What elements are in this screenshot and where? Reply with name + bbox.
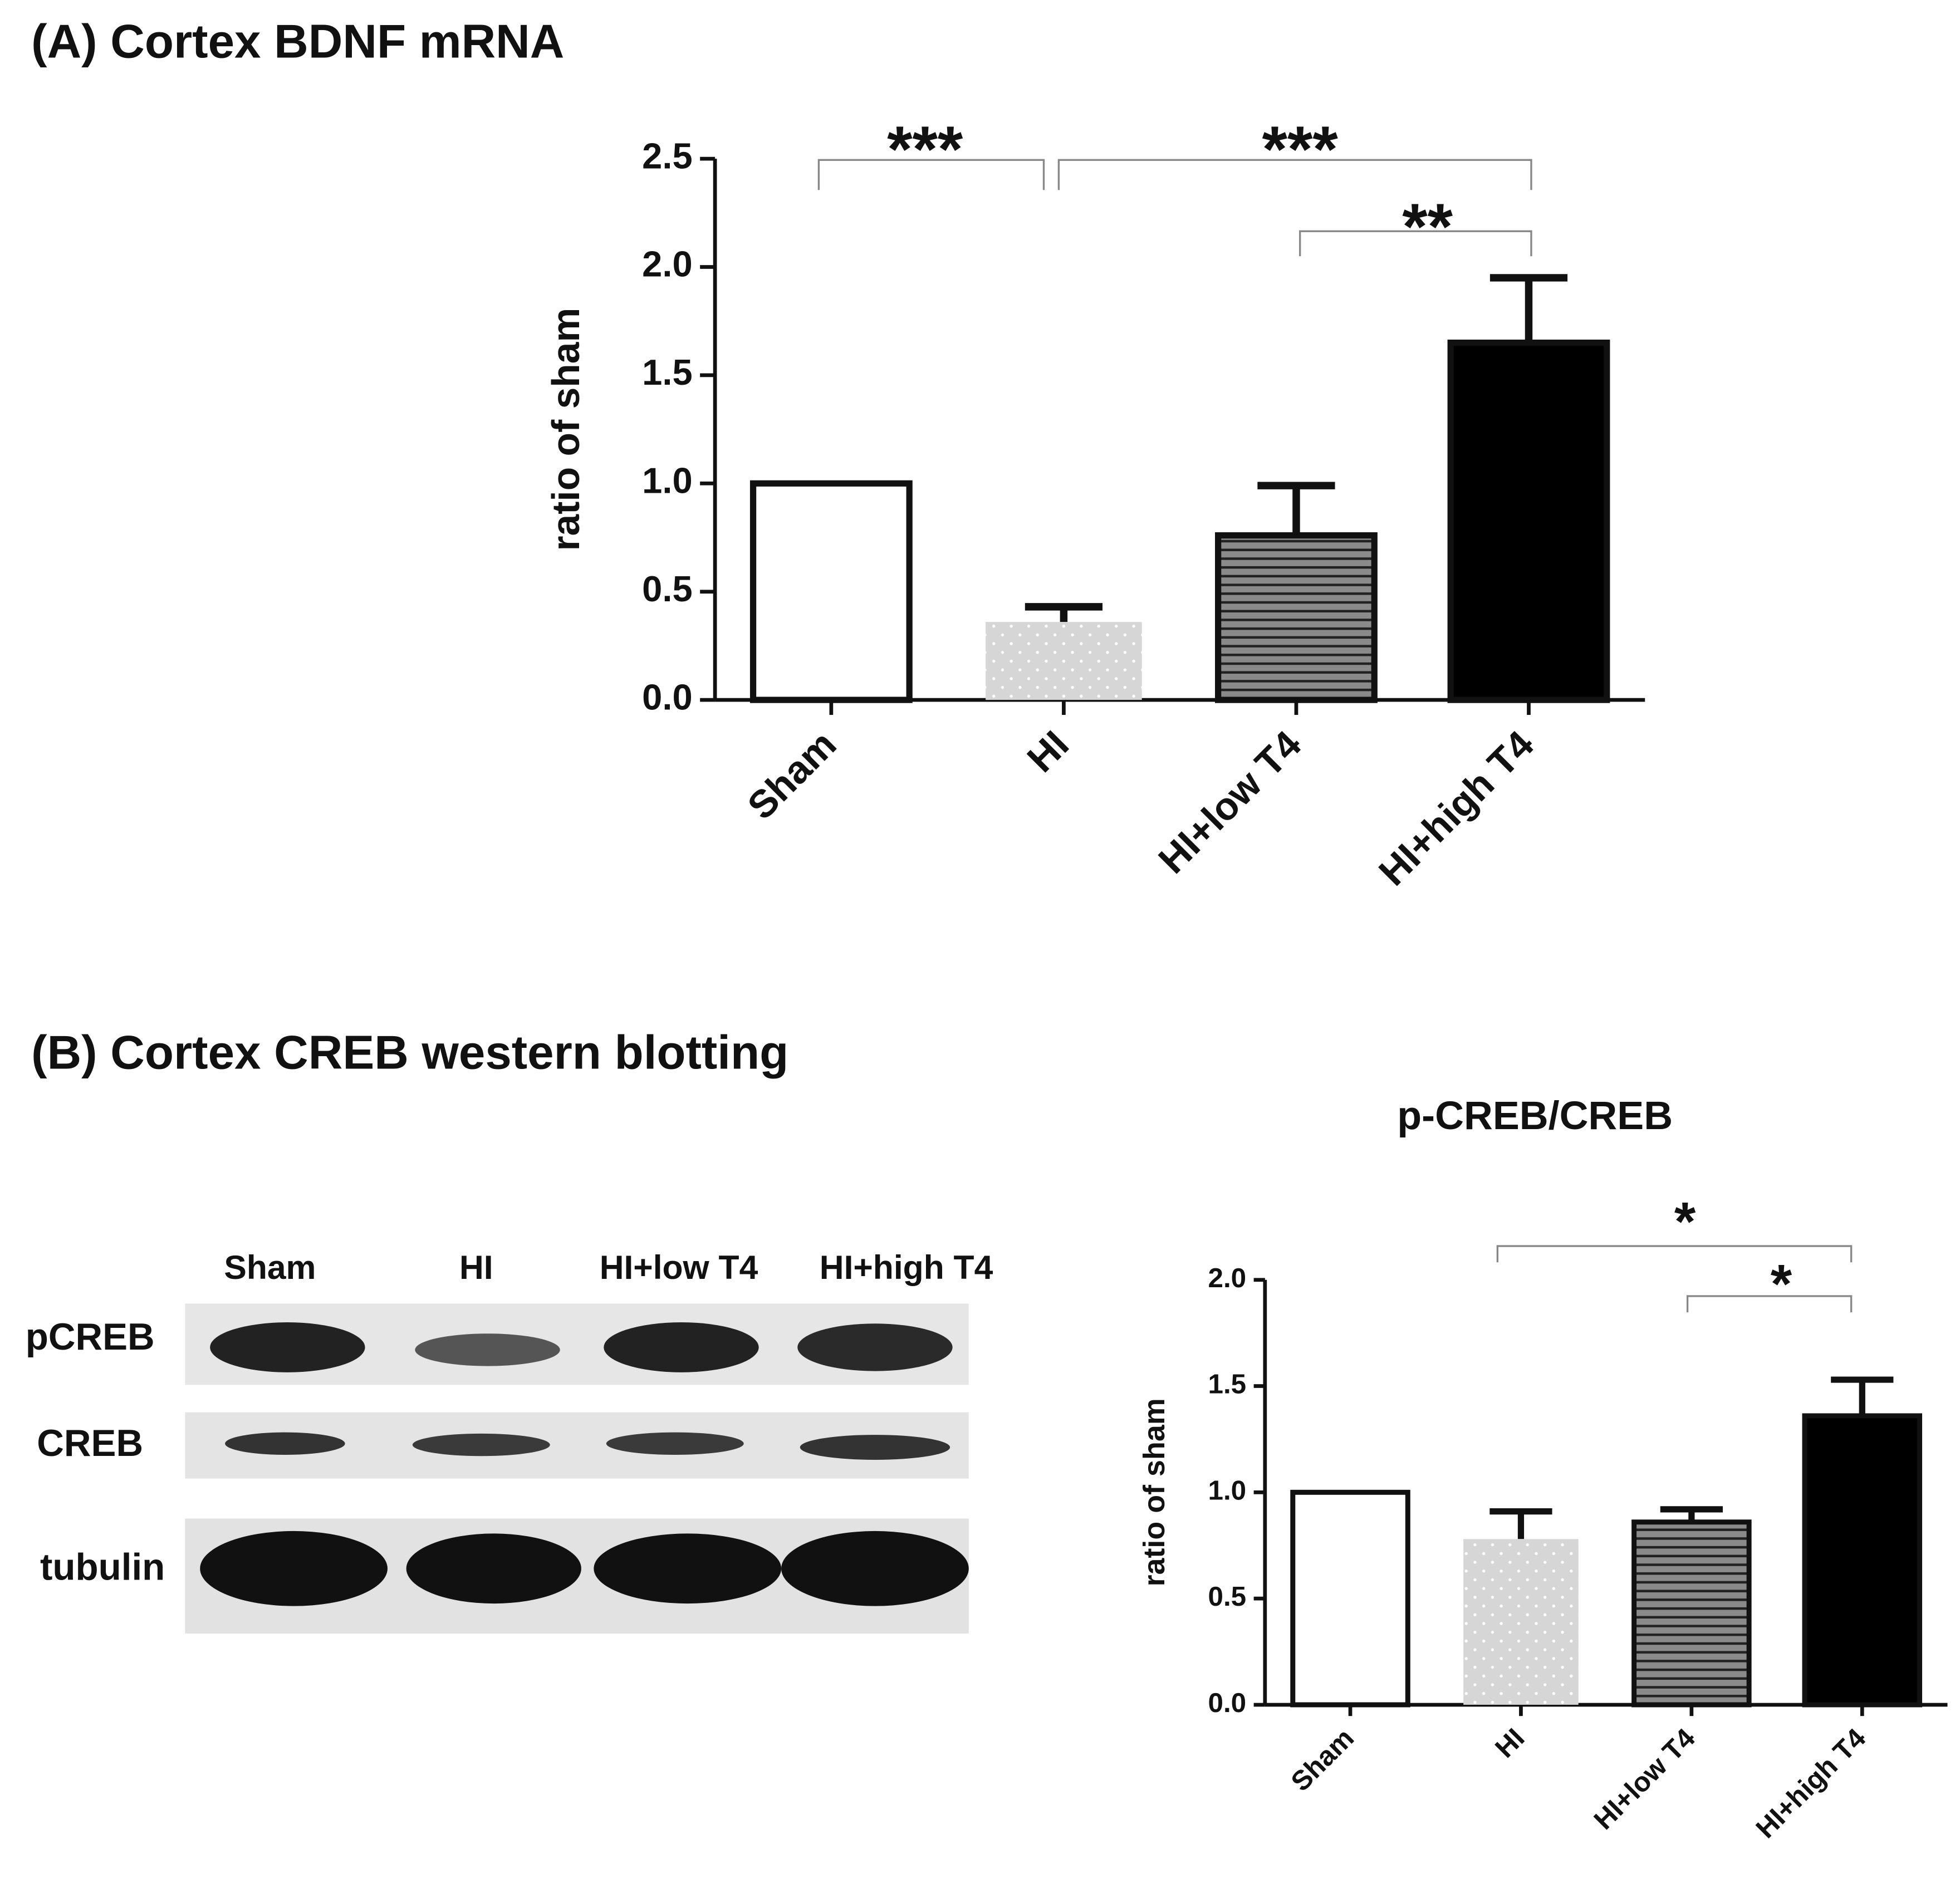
error-bar [1489,274,1568,343]
x-tick-label: HI [1019,722,1077,780]
y-axis-title: ratio of sham [544,308,587,551]
bar [1215,532,1378,703]
blot-title: (B) Cortex CREB western blotting [31,1026,788,1079]
bar [1631,1519,1752,1708]
y-tick-label: 1.0 [1208,1475,1247,1505]
significance-label: ** [1402,190,1453,263]
significance-label: *** [1262,112,1339,185]
band [800,1435,950,1460]
band [225,1432,345,1455]
x-tick-label: HI+high T4 [1750,1723,1872,1845]
band [406,1533,581,1604]
x-tick-label: Sham [1285,1723,1360,1797]
band [210,1322,365,1372]
y-tick-label: 2.5 [642,135,692,176]
significance-bracket [817,159,1045,190]
bar [749,480,913,703]
y-axis-title: ratio of sham [1138,1398,1171,1586]
lane-label: HI+low T4 [600,1248,758,1286]
band [412,1433,550,1456]
band [604,1322,759,1372]
y-tick-label: 0.0 [1208,1688,1247,1718]
band [415,1333,560,1366]
band [797,1323,953,1371]
bar [1447,339,1610,703]
lane-label: HI [459,1248,493,1286]
error-bar [1257,482,1335,536]
significance-bracket [1686,1295,1853,1313]
western-blot [185,1303,969,1634]
bar [1463,1539,1579,1705]
y-tick-label: 0.0 [642,676,692,717]
y-tick-label: 1.5 [642,352,692,393]
significance-bracket [1298,230,1532,257]
significance-label: * [1674,1191,1696,1252]
row-label: tubulin [40,1546,165,1588]
error-bar [1831,1376,1894,1416]
significance-label: * [1771,1253,1792,1315]
lane-label: Sham [224,1248,316,1286]
y-tick-label: 1.5 [1208,1369,1247,1400]
significance-label: *** [887,112,963,185]
x-tick-label: HI+low T4 [1150,722,1309,881]
bar [1290,1489,1410,1708]
y-tick-label: 2.0 [1208,1263,1247,1293]
error-bar [1025,603,1102,622]
band [200,1531,388,1606]
row-label: CREB [37,1423,143,1464]
chart-title: (A) Cortex BDNF mRNA [31,15,564,68]
x-tick-label: Sham [739,722,844,827]
y-tick-label: 1.0 [642,460,692,501]
x-tick-label: HI [1489,1723,1531,1764]
band [594,1533,782,1604]
chart-title: p-CREB/CREB [1397,1093,1673,1138]
bar [986,622,1142,700]
x-tick-label: HI+high T4 [1370,722,1542,894]
x-tick-label: HI+low T4 [1588,1723,1701,1836]
lane-label: HI+high T4 [820,1248,993,1286]
y-tick-label: 0.5 [642,568,692,609]
band [781,1531,969,1606]
y-tick-label: 2.0 [642,244,692,285]
band [606,1432,744,1455]
significance-bracket [1057,159,1532,190]
y-tick-label: 0.5 [1208,1581,1247,1612]
significance-bracket [1496,1245,1853,1263]
bar [1802,1413,1923,1708]
row-label: pCREB [26,1316,155,1358]
error-bar [1489,1508,1552,1539]
